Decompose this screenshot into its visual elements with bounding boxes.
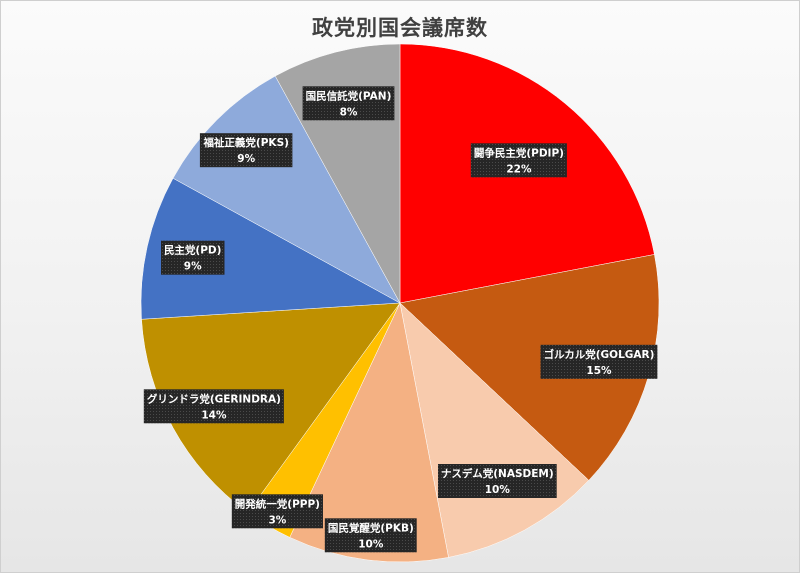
data-label-box (540, 344, 658, 379)
data-label-name: ゴルカル党(GOLGAR) (544, 348, 655, 361)
chart-title: 政党別国会議席数 (312, 16, 488, 40)
data-label-value: 10% (358, 538, 384, 550)
pie-slice[interactable] (140, 177, 401, 320)
data-label: グリンドラ党(GERINDRA) 14% (143, 389, 284, 424)
data-label-box (199, 133, 293, 168)
data-label-value: 10% (485, 484, 511, 496)
data-label-name: 開発統一党(PPP) (235, 497, 320, 510)
data-label: 国民覚醒党(PKB) 10% (324, 518, 417, 553)
data-label-name: グリンドラ党(GERINDRA) (147, 392, 281, 405)
data-label-value: 3% (268, 514, 286, 526)
data-label-box (324, 518, 417, 553)
data-label: 闘争民主党(PDIP) 22% (470, 143, 567, 178)
data-label-value: 9% (184, 261, 202, 273)
data-label: ナスデム党(NASDEM) 10% (438, 464, 557, 498)
data-label-box (470, 143, 567, 178)
pie-slice[interactable] (289, 302, 449, 563)
data-label-value: 22% (506, 163, 532, 175)
data-label: 国民信託党(PAN) 8% (302, 86, 395, 121)
data-label: 開発統一党(PPP) 3% (231, 494, 323, 529)
data-label-name: 民主党(PD) (164, 244, 222, 257)
data-label-box (302, 86, 395, 121)
data-label-name: ナスデム党(NASDEM) (441, 467, 554, 480)
data-label-value: 8% (340, 106, 358, 118)
data-label: 民主党(PD) 9% (161, 240, 225, 275)
pie-slice[interactable] (172, 75, 401, 304)
data-label-box (438, 464, 557, 498)
data-label-value: 15% (586, 365, 612, 377)
data-label-name: 国民覚醒党(PKB) (328, 521, 414, 534)
data-label: 福祉正義党(PKS) 9% (199, 133, 293, 168)
data-label-box (143, 389, 284, 424)
data-label-name: 闘争民主党(PDIP) (474, 146, 564, 159)
data-label-value: 14% (201, 409, 227, 421)
data-label-name: 国民信託党(PAN) (306, 89, 392, 102)
data-label-box (161, 240, 225, 275)
data-label-value: 9% (237, 153, 255, 165)
data-label-name: 福祉正義党(PKS) (202, 136, 289, 149)
data-label: ゴルカル党(GOLGAR) 15% (540, 344, 658, 379)
data-label-box (231, 494, 323, 529)
